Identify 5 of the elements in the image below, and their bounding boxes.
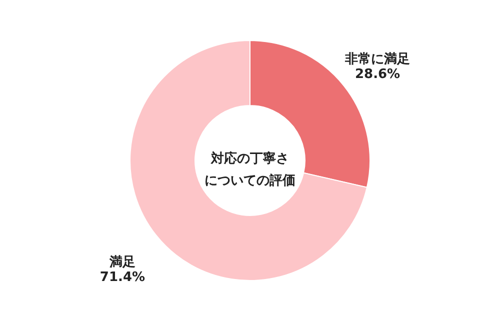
slice-label: 非常に満足	[344, 52, 410, 67]
slice-label: 満足	[108, 255, 136, 270]
text: 対応の丁寧さについての評価	[204, 150, 296, 188]
data-label: 28.6%	[354, 66, 400, 82]
data-label: 71.4%	[100, 270, 146, 286]
